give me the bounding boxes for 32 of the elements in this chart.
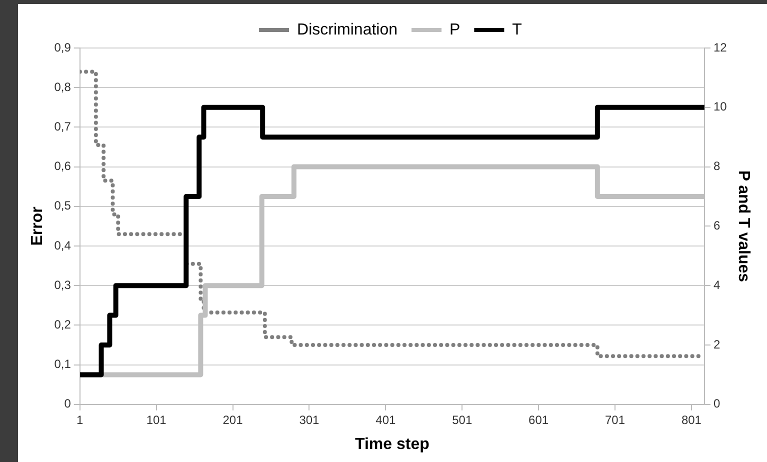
y2-tick-label: 4 bbox=[713, 278, 720, 292]
y2-tick-label: 8 bbox=[713, 159, 720, 174]
legend-label: T bbox=[512, 21, 522, 38]
y2-axis-title: P and T values bbox=[734, 170, 752, 282]
y-tick-label: 0 bbox=[64, 396, 72, 411]
y2-tick-label: 0 bbox=[713, 396, 720, 411]
y2-tick-label: 10 bbox=[713, 100, 728, 114]
y-tick-label: 0,4 bbox=[54, 238, 72, 252]
x-tick-label: 101 bbox=[146, 412, 167, 427]
x-tick-label: 701 bbox=[604, 412, 626, 427]
y-tick-label: 0,3 bbox=[54, 278, 72, 292]
x-tick-label: 301 bbox=[299, 412, 320, 427]
y-tick-label: 0,2 bbox=[54, 318, 72, 332]
y-tick-label: 0,6 bbox=[54, 159, 72, 174]
y-axis-title: Error bbox=[29, 206, 46, 246]
y-tick-label: 0,1 bbox=[54, 357, 72, 372]
x-tick-label: 601 bbox=[528, 412, 549, 427]
y-tick-label: 0,5 bbox=[54, 198, 72, 213]
y2-tick-label: 6 bbox=[713, 218, 720, 233]
y2-tick-label: 12 bbox=[713, 40, 728, 54]
x-tick-label: 201 bbox=[222, 412, 244, 427]
y2-tick-label: 2 bbox=[713, 337, 720, 352]
legend-label: P bbox=[450, 21, 460, 38]
x-tick-label: 1 bbox=[76, 412, 84, 427]
y-tick-label: 0,8 bbox=[54, 80, 72, 94]
y-tick-label: 0,7 bbox=[54, 120, 72, 134]
x-tick-label: 801 bbox=[681, 412, 702, 427]
x-axis-title: Time step bbox=[354, 436, 430, 453]
y-tick-label: 0,9 bbox=[54, 40, 72, 54]
x-tick-label: 501 bbox=[452, 412, 472, 427]
legend-label: Discrimination bbox=[297, 21, 398, 38]
x-tick-label: 401 bbox=[376, 412, 396, 427]
